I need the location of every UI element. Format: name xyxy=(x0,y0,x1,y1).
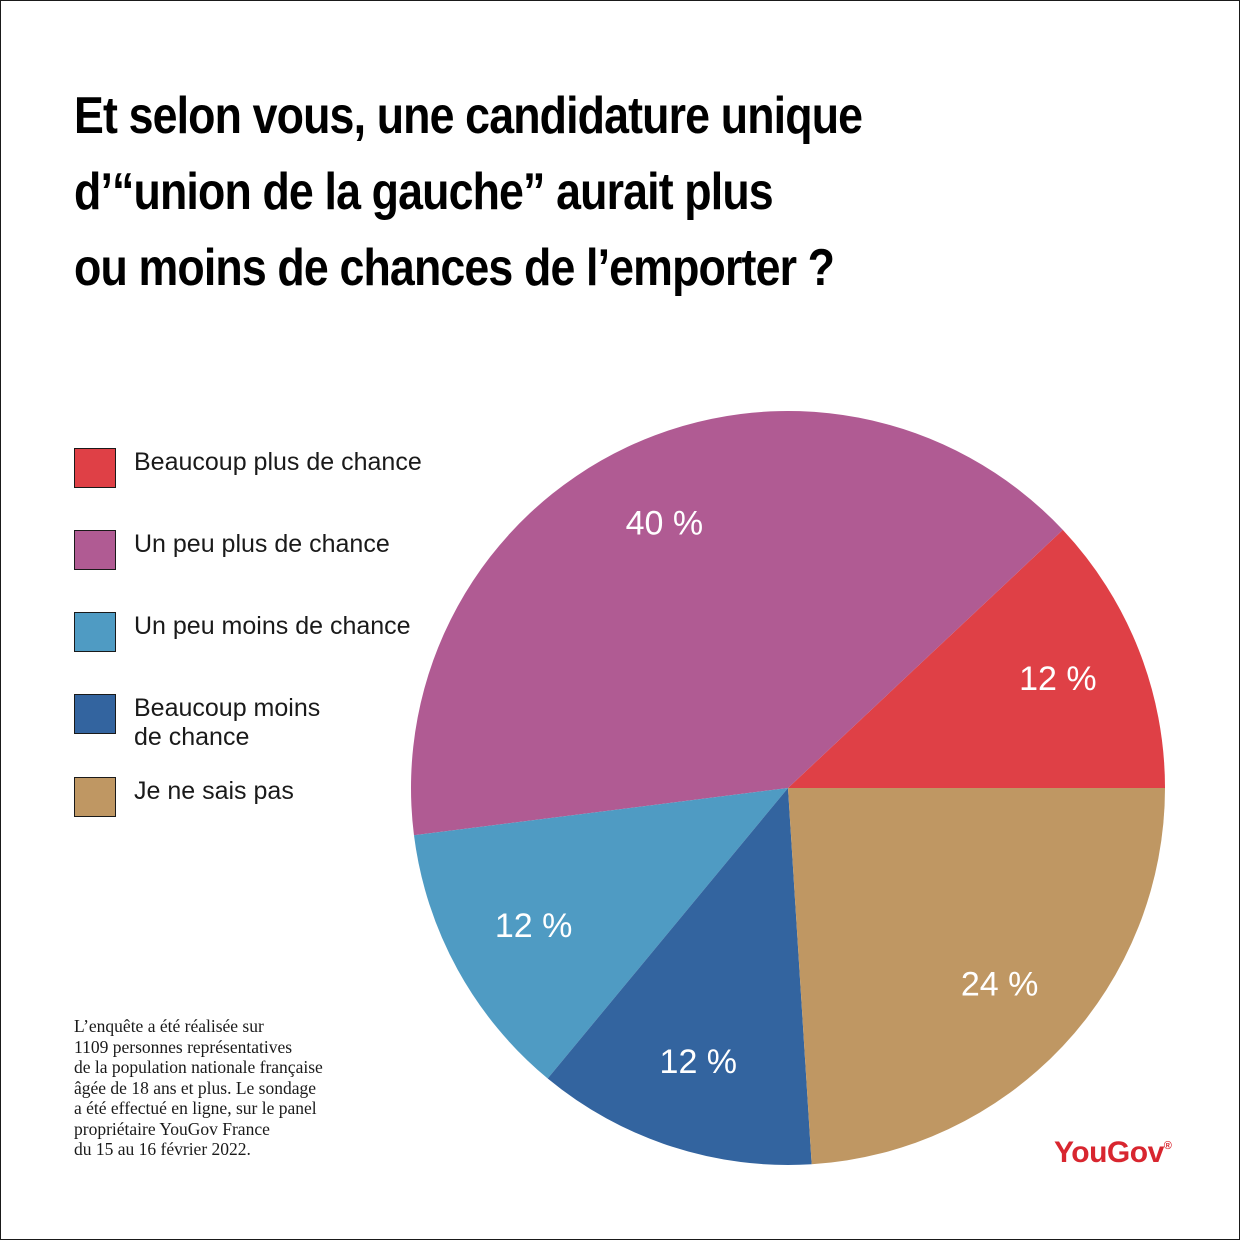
pie-slice-label-4: 12 % xyxy=(660,1043,738,1081)
registered-mark: ® xyxy=(1163,1140,1172,1152)
title-line-2: d’“union de la gauche” aurait plus xyxy=(74,163,774,221)
pie-slice-4 xyxy=(547,788,812,1165)
pie-slice-1 xyxy=(788,529,1165,788)
methodology-note: L’enquête a été réalisée sur 1109 person… xyxy=(74,1016,323,1159)
legend-label: Un peu moins de chance xyxy=(134,612,411,640)
legend-item-beaucoup-plus: Beaucoup plus de chance xyxy=(74,448,422,488)
legend-label: Beaucoup plus de chance xyxy=(134,448,422,476)
chart-title: Et selon vous, une candidature unique d’… xyxy=(74,78,1020,306)
pie-slice-label-2: 40 % xyxy=(626,504,704,542)
yougov-logo: YouGov® xyxy=(1054,1136,1172,1170)
legend-label: Un peu plus de chance xyxy=(134,530,390,558)
pie-slice-3 xyxy=(413,788,788,1079)
pie-slice-label-3: 12 % xyxy=(495,907,573,945)
legend-label: Je ne sais pas xyxy=(134,777,294,805)
legend-item-beaucoup-moins: Beaucoup moins de chance xyxy=(74,694,320,752)
legend-swatch xyxy=(74,448,116,488)
title-line-3: ou moins de chances de l’emporter ? xyxy=(74,239,835,297)
legend-label: Beaucoup moins de chance xyxy=(134,694,321,751)
pie-slice-label-1: 12 % xyxy=(1019,660,1097,698)
legend-swatch xyxy=(74,777,116,817)
brand-name: YouGov xyxy=(1054,1136,1164,1169)
pie-slice-label-5: 24 % xyxy=(961,966,1039,1004)
legend-swatch xyxy=(74,694,116,734)
legend-item-un-peu-moins: Un peu moins de chance xyxy=(74,612,411,652)
legend-item-ne-sais-pas: Je ne sais pas xyxy=(74,777,294,817)
legend-swatch xyxy=(74,612,116,652)
legend-item-un-peu-plus: Un peu plus de chance xyxy=(74,530,390,570)
pie-slice-5 xyxy=(788,788,1165,1165)
legend-swatch xyxy=(74,530,116,570)
pie-slice-2 xyxy=(411,411,1063,836)
title-line-1: Et selon vous, une candidature unique xyxy=(74,87,863,145)
